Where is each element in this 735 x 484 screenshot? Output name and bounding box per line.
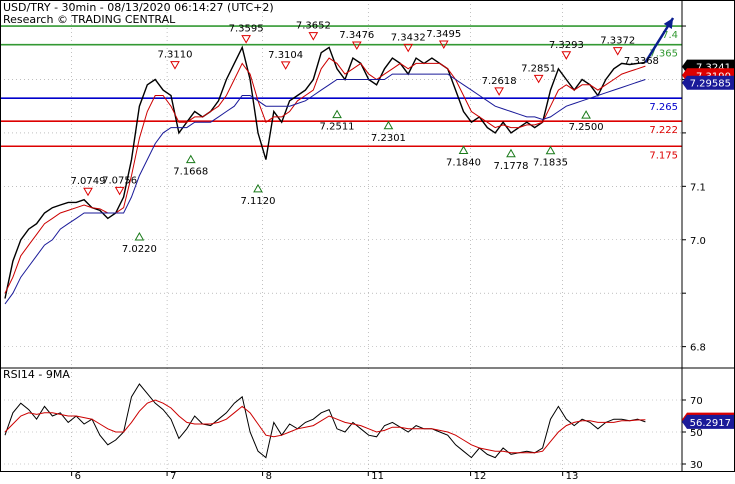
support-marker [581,110,591,119]
resistance-marker [612,47,623,56]
close-line [4,45,646,299]
price-tick-label: 7.1 [690,182,706,193]
resistance-marker-label: 7.3104 [268,50,303,61]
support-marker-label: 7.1668 [173,167,208,178]
rsi-tick-label: 70 [690,396,703,407]
support-marker-label: 7.2500 [569,122,604,133]
pivot-level-label: 7.265 [649,102,678,113]
resistance-marker [438,40,449,50]
day-tick-label: 12 [474,471,487,480]
price-tick-label: 7.0 [690,236,706,247]
resistance-level-label: 7.365 [649,49,678,60]
current-price-badge-text: 7.3241 [696,63,731,74]
resistance-marker [114,186,125,196]
support-marker [458,145,469,154]
blue-price-badge-text: 7.29585 [690,79,731,90]
support-level-label: 7.222 [649,125,678,136]
plot-frame [0,0,735,472]
grid [0,0,682,472]
rsi-tick-label: 50 [690,428,703,439]
resistance-marker [533,74,544,84]
support-marker [545,145,556,155]
support-marker [332,109,342,119]
rsi-tick-label: 30 [690,460,703,471]
resistance-marker-label: 7.0756 [102,175,137,186]
support-marker-label: 7.1840 [446,157,481,168]
resistance-level-label: 7.4 [662,30,678,41]
resistance-marker [494,87,504,96]
day-tick-label: 7 [170,471,176,480]
support-marker [383,120,394,130]
resistance-marker [241,35,251,44]
support-marker-label: 7.1778 [493,161,528,172]
support-marker [134,231,145,241]
blue-rsi-badge-text: 56.2917 [690,418,731,429]
resistance-marker [403,43,414,53]
support-marker [185,154,196,164]
blue-price-badge-bg [682,75,734,90]
resistance-marker-label: 7.3110 [157,50,192,61]
support-marker-label: 7.2511 [320,122,355,133]
day-tick-label: 11 [371,471,384,480]
resistance-marker [561,51,572,60]
levels: 7.4 7.365 7.265 7.222 7.175 [0,25,682,161]
resistance-marker-label: 7.3293 [549,40,584,51]
ma_slow-line [4,73,646,305]
support-marker-label: 7.0220 [122,244,157,255]
target-label: 7.3368 [624,56,659,67]
day-tick-label: 13 [566,471,579,480]
price-tick-label: 6.8 [690,343,706,354]
support-marker [253,183,263,193]
resistance-marker-label: 7.0749 [71,176,106,187]
resistance-marker-label: 7.2618 [482,76,517,87]
forecast-arrow-head [663,18,674,29]
rsi_ma-line [4,399,646,454]
chart-title: USD/TRY - 30min - 08/13/2020 06:14:27 (U… [3,1,274,14]
resistance-marker-label: 7.3372 [600,36,635,47]
resistance-marker [308,32,319,41]
support-marker-label: 7.1835 [533,158,568,169]
resistance-marker-label: 7.2851 [521,63,556,74]
resistance-marker [280,61,291,70]
support-marker-label: 7.1120 [240,196,275,207]
resistance-marker [351,41,362,51]
support-marker-label: 7.2301 [371,133,406,144]
blue-rsi-badge-bg [682,414,734,429]
resistance-marker-label: 7.3652 [296,21,331,32]
rsi-line [4,383,646,459]
day-tick-label: 6 [75,471,81,480]
series [4,17,675,459]
resistance-marker [83,187,93,197]
rsi-panel-label: RSI14 - 9MA [3,368,70,381]
resistance-marker-label: 7.3595 [229,24,264,35]
resistance-marker-label: 7.3476 [339,30,374,41]
support-level-label: 7.175 [649,150,678,161]
resistance-marker [170,61,180,70]
source-label: Research © TRADING CENTRAL [3,13,176,26]
support-marker [506,148,516,158]
day-tick-label: 8 [266,471,272,480]
resistance-marker-label: 7.3432 [391,32,426,43]
resistance-marker-label: 7.3495 [426,29,461,40]
